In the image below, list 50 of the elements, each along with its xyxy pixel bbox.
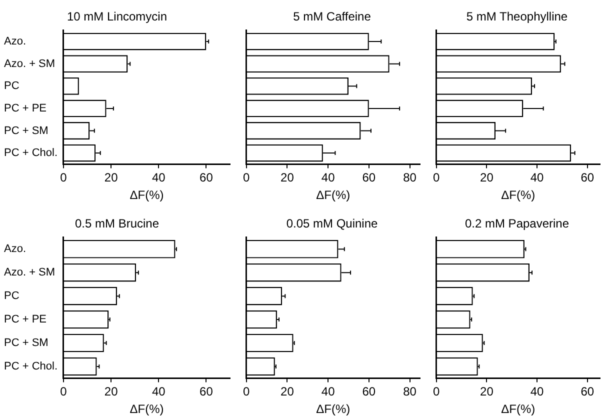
x-tick-label: 40 (152, 384, 166, 399)
x-tick-label: 0 (242, 384, 250, 399)
y-tick-label: Azo. + SM (4, 58, 56, 70)
y-tick-label: PC + Chol. (4, 147, 58, 160)
x-tick-label: 0 (60, 170, 68, 185)
x-axis-title: ΔF(%) (316, 188, 350, 202)
x-tick-label: 20 (104, 384, 118, 399)
x-tick-label: 40 (321, 170, 336, 185)
x-tick-label: 80 (403, 384, 417, 399)
x-tick-label: 0 (60, 384, 68, 399)
x-tick-label: 20 (480, 384, 494, 399)
y-tick-label: PC + Chol. (4, 360, 58, 372)
y-tick-label: Azo. (4, 243, 26, 256)
y-tick-label: PC (4, 290, 20, 302)
x-tick-label: 20 (104, 170, 118, 185)
x-tick-label: 20 (280, 170, 294, 185)
chart-title: 0.05 mM Quinine (286, 216, 378, 231)
x-tick-label: 0 (432, 384, 440, 399)
x-tick-label: 40 (530, 170, 544, 185)
x-tick-label: 60 (362, 384, 376, 399)
x-tick-label: 0 (242, 170, 250, 185)
x-axis-title: ΔF(%) (130, 188, 164, 202)
x-axis-title: ΔF(%) (130, 402, 164, 416)
y-tick-label: PC + PE (4, 314, 46, 326)
x-tick-label: 20 (280, 384, 294, 399)
chart-title: 0.5 mM Brucine (74, 216, 160, 231)
chart-title: 0.2 mM Papaverine (464, 216, 570, 231)
y-tick-label: Azo. (4, 36, 26, 48)
x-axis-title: ΔF(%) (501, 188, 536, 202)
x-tick-label: 0 (432, 170, 440, 185)
x-tick-label: 60 (362, 170, 376, 185)
x-tick-label: 40 (530, 384, 544, 399)
x-tick-label: 40 (321, 384, 336, 399)
x-tick-label: 60 (200, 170, 214, 185)
chart-title: 5 mM Theophylline (466, 10, 568, 24)
x-tick-label: 20 (480, 170, 494, 185)
x-tick-label: 40 (152, 170, 166, 185)
y-tick-label: PC + PE (4, 102, 46, 114)
x-tick-label: 60 (580, 170, 594, 185)
chart-title: 5 mM Caffeine (293, 10, 372, 24)
y-tick-label: Azo. + SM (4, 266, 56, 279)
x-axis-title: ΔF(%) (501, 402, 536, 416)
x-tick-label: 60 (200, 384, 214, 399)
y-tick-label: PC + SM (4, 124, 48, 137)
x-axis-title: ΔF(%) (316, 402, 350, 416)
x-tick-label: 80 (403, 170, 417, 185)
y-tick-label: PC (4, 80, 20, 92)
y-tick-label: PC + SM (4, 337, 48, 350)
chart-title: 10 mM Lincomycin (66, 10, 168, 24)
x-tick-label: 60 (580, 384, 594, 399)
